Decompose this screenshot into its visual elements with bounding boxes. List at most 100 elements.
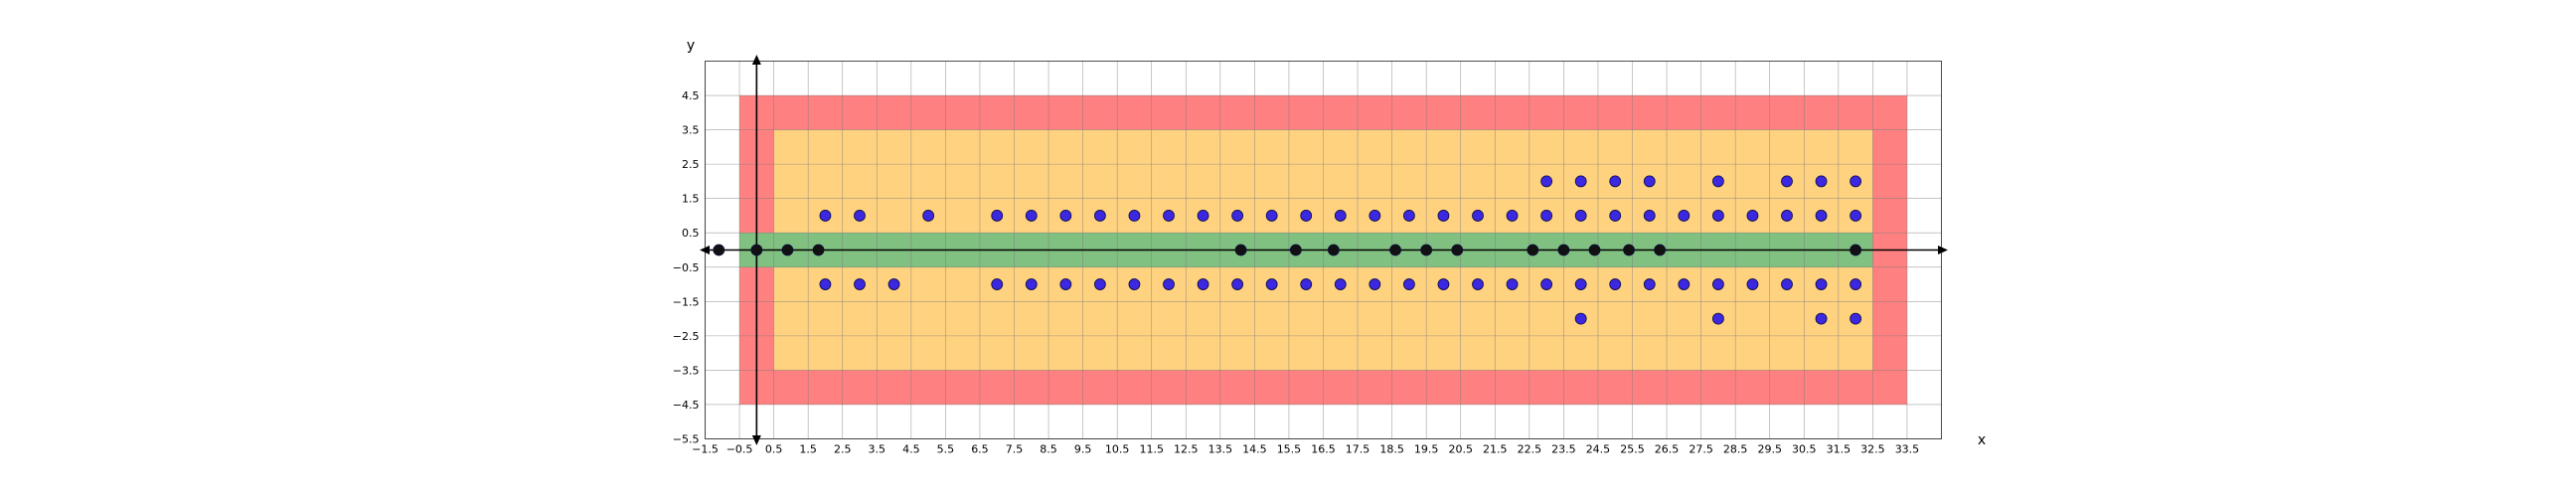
point-s0-28 <box>1850 210 1862 222</box>
point-s0-60 <box>1678 278 1690 290</box>
point-s0-63 <box>1781 278 1793 290</box>
point-s0-68 <box>1815 312 1828 325</box>
point-s1-1 <box>750 244 763 256</box>
point-s0-31 <box>1609 175 1622 188</box>
point-s0-59 <box>1643 278 1656 290</box>
point-s1-12 <box>1588 244 1601 256</box>
point-s0-53 <box>1437 278 1450 290</box>
x-tick-label-16: 14.5 <box>1242 443 1267 456</box>
y-tick-label-8: 2.5 <box>682 158 700 171</box>
point-s0-22 <box>1643 210 1656 222</box>
point-s0-26 <box>1781 210 1793 222</box>
x-tick-label-14: 12.5 <box>1174 443 1199 456</box>
point-s0-52 <box>1402 278 1415 290</box>
point-s0-38 <box>854 278 866 290</box>
point-s0-40 <box>991 278 1004 290</box>
point-s1-5 <box>1289 244 1302 256</box>
point-s0-34 <box>1781 175 1793 188</box>
point-s0-5 <box>1059 210 1072 222</box>
point-s0-43 <box>1093 278 1106 290</box>
point-s0-7 <box>1128 210 1141 222</box>
x-tick-label-15: 13.5 <box>1208 443 1233 456</box>
point-s0-20 <box>1574 210 1587 222</box>
y-tick-label-2: −3.5 <box>673 364 700 377</box>
x-tick-label-26: 24.5 <box>1586 443 1611 456</box>
point-s1-4 <box>1234 244 1247 256</box>
x-axis-label: x <box>1978 432 1986 448</box>
point-s0-42 <box>1059 278 1072 290</box>
point-s0-10 <box>1231 210 1244 222</box>
point-s0-44 <box>1128 278 1141 290</box>
x-tick-label-1: −0.5 <box>726 443 753 456</box>
point-s0-23 <box>1678 210 1690 222</box>
point-s0-16 <box>1437 210 1450 222</box>
point-s1-14 <box>1654 244 1667 256</box>
point-s0-50 <box>1334 278 1347 290</box>
point-s0-24 <box>1711 210 1724 222</box>
point-s0-17 <box>1472 210 1484 222</box>
x-tick-label-20: 18.5 <box>1379 443 1404 456</box>
point-s0-15 <box>1402 210 1415 222</box>
point-s0-9 <box>1197 210 1209 222</box>
point-s0-41 <box>1025 278 1038 290</box>
x-tick-label-2: 0.5 <box>765 443 783 456</box>
point-s1-10 <box>1527 244 1539 256</box>
x-tick-label-35: 33.5 <box>1895 443 1920 456</box>
point-s0-33 <box>1711 175 1724 188</box>
y-axis-arrow-up <box>751 55 761 65</box>
point-s0-11 <box>1265 210 1278 222</box>
x-axis-arrow-left <box>700 246 710 254</box>
point-s0-6 <box>1093 210 1106 222</box>
point-s1-11 <box>1557 244 1570 256</box>
point-s0-1 <box>854 210 866 222</box>
point-s0-49 <box>1300 278 1313 290</box>
y-tick-label-5: −0.5 <box>673 261 700 274</box>
point-s0-56 <box>1540 278 1553 290</box>
point-s1-3 <box>812 244 825 256</box>
x-tick-label-29: 27.5 <box>1689 443 1713 456</box>
point-s0-8 <box>1163 210 1175 222</box>
x-tick-label-34: 32.5 <box>1860 443 1885 456</box>
point-s0-55 <box>1506 278 1519 290</box>
point-s0-19 <box>1540 210 1553 222</box>
x-tick-label-10: 8.5 <box>1040 443 1057 456</box>
x-tick-label-17: 15.5 <box>1277 443 1302 456</box>
point-s0-30 <box>1574 175 1587 188</box>
point-s0-46 <box>1197 278 1209 290</box>
point-s0-12 <box>1300 210 1313 222</box>
x-tick-label-28: 26.5 <box>1655 443 1680 456</box>
y-axis-arrow-down <box>751 435 761 445</box>
point-s0-62 <box>1746 278 1759 290</box>
y-tick-label-4: −1.5 <box>673 295 700 308</box>
x-tick-label-6: 4.5 <box>902 443 920 456</box>
point-s1-15 <box>1850 244 1862 256</box>
point-s1-13 <box>1623 244 1635 256</box>
x-tick-label-18: 16.5 <box>1311 443 1336 456</box>
point-s0-0 <box>819 210 832 222</box>
x-axis-arrow-right <box>1938 246 1948 254</box>
point-s0-25 <box>1746 210 1759 222</box>
point-s0-66 <box>1574 312 1587 325</box>
x-tick-label-5: 3.5 <box>869 443 886 456</box>
point-s0-18 <box>1506 210 1519 222</box>
point-s0-14 <box>1368 210 1381 222</box>
point-s0-3 <box>991 210 1004 222</box>
point-s1-9 <box>1451 244 1464 256</box>
points-layer <box>713 175 1862 325</box>
x-tick-label-11: 9.5 <box>1074 443 1092 456</box>
point-s0-36 <box>1850 175 1862 188</box>
point-s0-35 <box>1815 175 1828 188</box>
point-s1-7 <box>1389 244 1401 256</box>
point-s0-64 <box>1815 278 1828 290</box>
x-tick-label-24: 22.5 <box>1518 443 1542 456</box>
point-s1-8 <box>1420 244 1433 256</box>
x-tick-label-25: 23.5 <box>1551 443 1576 456</box>
point-s0-45 <box>1163 278 1175 290</box>
point-s0-29 <box>1540 175 1553 188</box>
x-tick-label-21: 19.5 <box>1414 443 1439 456</box>
point-s0-27 <box>1815 210 1828 222</box>
y-tick-label-0: −5.5 <box>673 433 700 446</box>
y-tick-label-10: 4.5 <box>682 89 700 102</box>
point-s0-65 <box>1850 278 1862 290</box>
